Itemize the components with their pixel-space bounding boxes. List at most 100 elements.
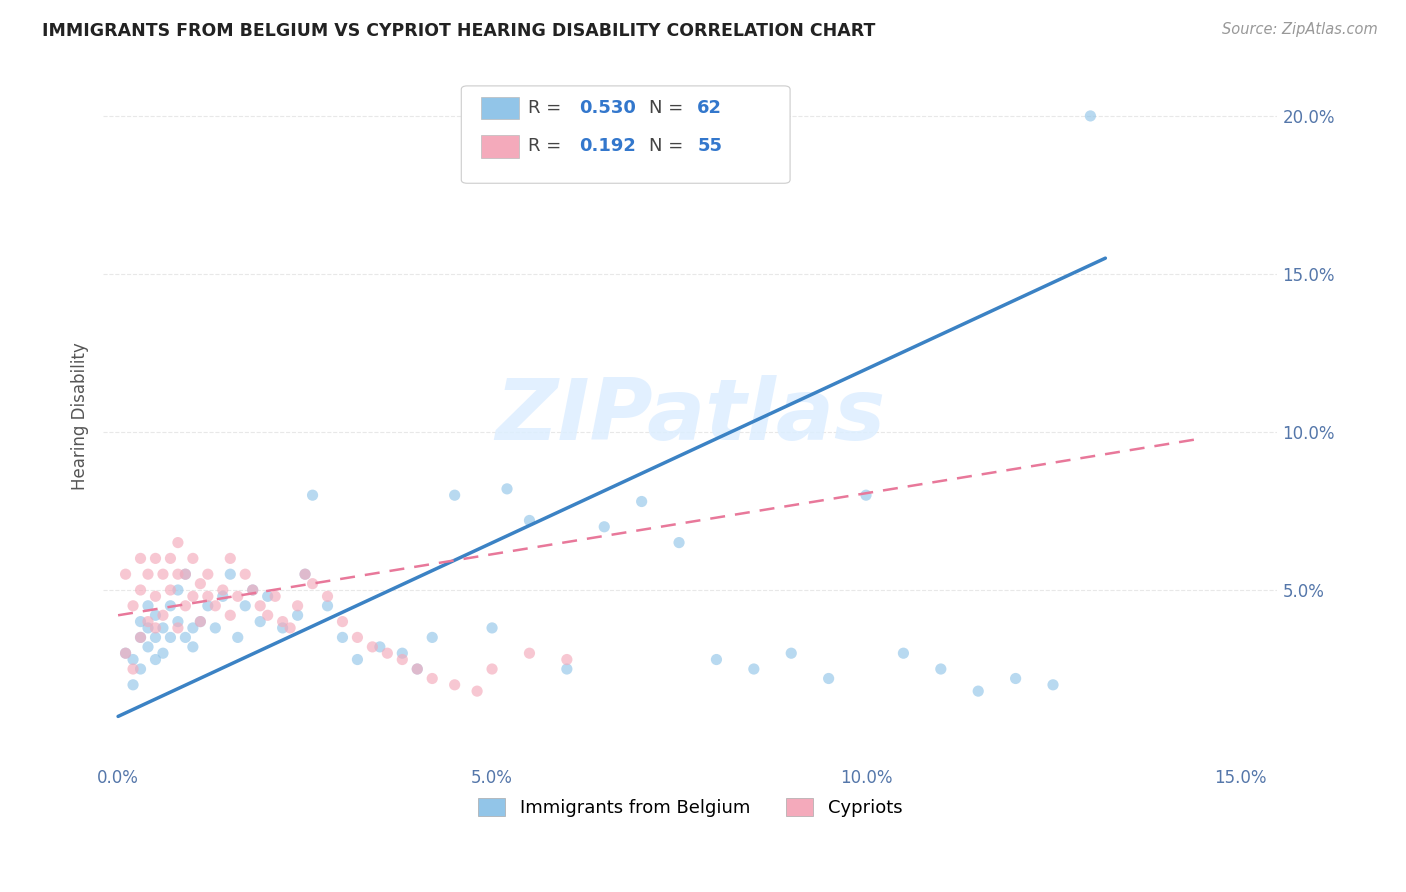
Point (114, 567, 136, 582)
Point (190, 615, 212, 629)
Point (406, 662, 429, 676)
Text: Source: ZipAtlas.com: Source: ZipAtlas.com (1222, 22, 1378, 37)
Point (780, 646, 803, 660)
Point (630, 494, 652, 508)
Point (181, 640, 204, 654)
Point (122, 662, 145, 676)
Point (211, 590, 233, 604)
Point (1080, 109, 1102, 123)
Point (278, 621, 301, 635)
Point (391, 652, 413, 666)
Point (136, 567, 159, 582)
Point (242, 582, 264, 597)
Point (294, 567, 316, 582)
Text: R =: R = (529, 137, 567, 155)
Point (129, 615, 152, 629)
Point (159, 599, 181, 613)
Text: 62: 62 (697, 99, 723, 117)
Point (481, 621, 503, 635)
Point (346, 631, 368, 645)
Point (332, 615, 354, 629)
Point (136, 621, 159, 635)
Point (346, 652, 368, 666)
Point (114, 646, 136, 660)
Point (1042, 678, 1064, 692)
Point (145, 652, 167, 666)
Point (174, 567, 197, 582)
Point (129, 631, 152, 645)
Point (375, 646, 398, 660)
Text: 0.530: 0.530 (579, 99, 636, 117)
Point (242, 582, 264, 597)
Point (706, 652, 728, 666)
Point (443, 678, 465, 692)
Point (174, 599, 197, 613)
Point (190, 615, 212, 629)
Point (145, 621, 167, 635)
Point (129, 551, 152, 566)
Point (145, 551, 167, 566)
Point (481, 662, 503, 676)
Point (145, 608, 167, 623)
Point (122, 678, 145, 692)
Point (174, 631, 197, 645)
Point (219, 567, 242, 582)
Point (301, 576, 323, 591)
Point (294, 567, 316, 582)
Point (249, 599, 271, 613)
Point (152, 621, 174, 635)
FancyBboxPatch shape (481, 97, 519, 120)
Point (219, 551, 242, 566)
Point (287, 608, 309, 623)
Text: 55: 55 (697, 137, 723, 155)
Point (197, 599, 219, 613)
Y-axis label: Hearing Disability: Hearing Disability (72, 343, 89, 490)
Point (226, 590, 249, 604)
Point (855, 488, 877, 502)
Point (174, 567, 197, 582)
Point (197, 567, 219, 582)
Point (929, 662, 952, 676)
Point (967, 684, 990, 698)
Point (368, 640, 391, 654)
Point (256, 608, 278, 623)
Point (159, 551, 181, 566)
Point (391, 646, 413, 660)
Point (122, 599, 145, 613)
Point (271, 621, 294, 635)
Text: IMMIGRANTS FROM BELGIUM VS CYPRIOT HEARING DISABILITY CORRELATION CHART: IMMIGRANTS FROM BELGIUM VS CYPRIOT HEARI… (42, 22, 876, 40)
Point (555, 652, 578, 666)
Point (555, 662, 578, 676)
Point (181, 621, 204, 635)
Text: 0.192: 0.192 (579, 137, 636, 155)
Point (136, 599, 159, 613)
Point (1004, 672, 1026, 686)
Point (496, 482, 519, 496)
Point (332, 631, 354, 645)
Point (159, 582, 181, 597)
Text: N =: N = (650, 99, 689, 117)
Point (167, 535, 190, 549)
Point (226, 631, 249, 645)
Point (465, 684, 488, 698)
Point (271, 615, 294, 629)
Point (742, 662, 765, 676)
FancyBboxPatch shape (481, 136, 519, 158)
Point (420, 672, 443, 686)
Point (181, 590, 204, 604)
Point (204, 599, 226, 613)
Point (316, 590, 339, 604)
Point (167, 615, 190, 629)
Legend: Immigrants from Belgium, Cypriots: Immigrants from Belgium, Cypriots (471, 790, 910, 824)
Point (211, 582, 233, 597)
Point (301, 488, 323, 502)
Point (145, 631, 167, 645)
Point (593, 520, 616, 534)
Point (159, 631, 181, 645)
Point (122, 652, 145, 666)
Point (316, 599, 339, 613)
Point (204, 621, 226, 635)
Point (152, 567, 174, 582)
Point (668, 535, 690, 549)
Point (406, 662, 429, 676)
